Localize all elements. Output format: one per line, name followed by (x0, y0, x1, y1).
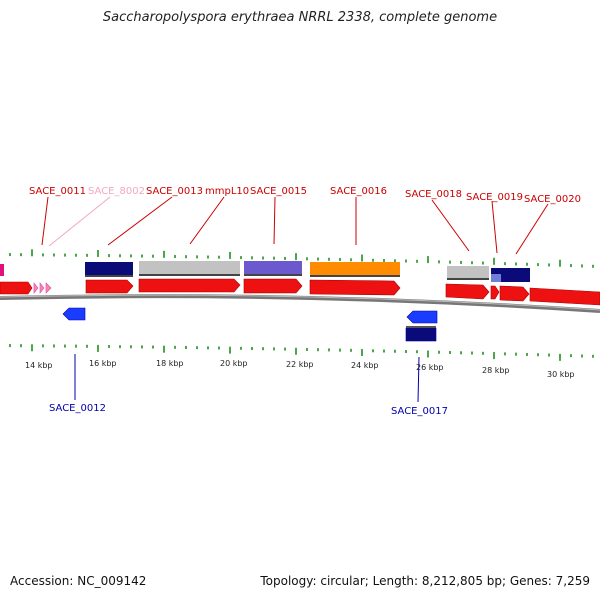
kbp-label: 26 kbp (416, 363, 444, 372)
reverse-cds-lane (62, 307, 438, 342)
kbp-label: 18 kbp (156, 359, 184, 368)
cds-arrow-mmpL10[interactable] (138, 278, 241, 293)
reverse-feature-0017[interactable] (405, 327, 437, 342)
feature-underline (447, 278, 489, 280)
kbp-label: 28 kbp (482, 366, 510, 375)
gene-label-sace-0017[interactable]: SACE_0017 (391, 406, 448, 417)
leader-line (41, 196, 49, 246)
genome-backbone (0, 294, 600, 313)
navy-feature-0013[interactable] (85, 262, 133, 275)
feature-underline (406, 326, 436, 328)
cds-arrow-0019a[interactable] (490, 285, 500, 300)
gene-label-sace-0018[interactable]: SACE_0018 (405, 189, 462, 200)
feature-underline (310, 275, 400, 277)
gene-labels: SACE_0011 SACE_8002 SACE_0013 mmpL10 SAC… (29, 186, 581, 417)
gene-label-sace-0016[interactable]: SACE_0016 (330, 186, 387, 197)
cds-arrow-8002[interactable] (33, 282, 39, 294)
kbp-label: 14 kbp (25, 361, 53, 370)
lightblue-feature-0019 (491, 274, 501, 282)
tick-row-top (9, 249, 594, 268)
feature-underline (244, 274, 302, 276)
leader-line (515, 203, 549, 255)
genome-backbone-highlight (0, 294, 600, 311)
gene-label-sace-0019[interactable]: SACE_0019 (466, 192, 523, 203)
accession-text: Accession: NC_009142 (10, 574, 147, 588)
feature-underline (85, 275, 133, 277)
cds-arrow-0016[interactable] (309, 279, 401, 296)
cds-arrow-0019b[interactable] (499, 285, 530, 302)
cds-arrow[interactable] (0, 281, 33, 295)
gray-feature-mmpL10[interactable] (139, 261, 240, 274)
gray-feature-0018[interactable] (447, 266, 489, 278)
gene-label-sace-0020[interactable]: SACE_0020 (524, 194, 581, 205)
purple-feature-0015[interactable] (244, 261, 302, 274)
cds-arrow-0020[interactable] (529, 287, 600, 306)
kbp-label: 20 kbp (220, 359, 248, 368)
leader-line (273, 196, 276, 245)
leader-line (431, 199, 470, 252)
gene-label-sace-8002[interactable]: SACE_8002 (88, 186, 145, 197)
leader-line (417, 356, 420, 403)
gene-label-sace-0013[interactable]: SACE_0013 (146, 186, 203, 197)
leader-line (491, 200, 498, 254)
kbp-label: 22 kbp (286, 360, 314, 369)
gene-label-sace-0015[interactable]: SACE_0015 (250, 186, 307, 197)
cds-arrow-0015[interactable] (243, 278, 303, 294)
cds-arrow-8002[interactable] (39, 282, 45, 294)
gene-label-sace-0012[interactable]: SACE_0012 (49, 403, 106, 414)
leader-line (107, 196, 173, 246)
tick-row-bottom (9, 344, 594, 361)
cds-arrow-0013[interactable] (85, 279, 134, 294)
label-leaders (41, 196, 549, 403)
leader-line (48, 196, 111, 247)
map-title: Saccharopolyspora erythraea NRRL 2338, c… (102, 10, 498, 25)
gene-label-sace-0011[interactable]: SACE_0011 (29, 186, 86, 197)
leader-line (189, 196, 225, 245)
cds-arrow-0018[interactable] (445, 283, 490, 300)
kbp-label: 16 kbp (89, 359, 117, 368)
magenta-feature[interactable] (0, 264, 4, 276)
reverse-cds-arrow-0017[interactable] (406, 310, 438, 324)
feature-lane (0, 261, 530, 282)
cds-arrow-8002[interactable] (45, 282, 52, 294)
topology-text: Topology: circular; Length: 8,212,805 bp… (260, 574, 590, 588)
kbp-label: 30 kbp (547, 370, 575, 379)
forward-cds-lane (0, 278, 600, 306)
kbp-labels: 14 kbp 16 kbp 18 kbp 20 kbp 22 kbp 24 kb… (25, 359, 575, 379)
reverse-cds-arrow-0012[interactable] (62, 307, 86, 321)
kbp-label: 24 kbp (351, 361, 379, 370)
orange-feature-0016[interactable] (310, 262, 400, 275)
feature-underline (139, 274, 240, 276)
gene-label-mmpl10[interactable]: mmpL10 (205, 186, 249, 197)
